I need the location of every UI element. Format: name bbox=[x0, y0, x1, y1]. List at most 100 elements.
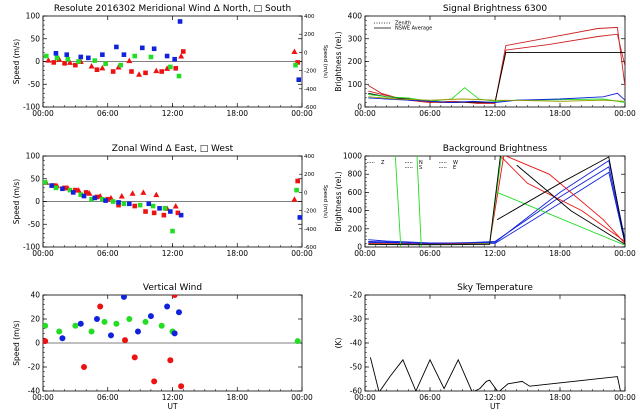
data-point bbox=[151, 46, 157, 52]
data-point bbox=[118, 62, 123, 68]
data-point bbox=[56, 328, 63, 335]
y2-axis-label: Speed (m/s) bbox=[322, 185, 328, 218]
data-point bbox=[139, 45, 145, 51]
data-point bbox=[132, 203, 138, 209]
x-axis-label: UT bbox=[490, 402, 500, 411]
data-point bbox=[126, 316, 133, 322]
x-tick-label: 00:00 bbox=[354, 249, 376, 258]
data-point bbox=[64, 52, 70, 57]
x-tick-label: 18:00 bbox=[226, 249, 248, 258]
data-layer bbox=[368, 26, 625, 105]
y2-tick-label: -600 bbox=[304, 245, 317, 251]
data-point bbox=[110, 199, 116, 204]
x-tick-label: 12:00 bbox=[484, 393, 506, 402]
data-point bbox=[146, 201, 152, 207]
legend-entry: Zenith bbox=[395, 21, 411, 27]
data-point bbox=[97, 303, 104, 310]
data-point bbox=[103, 61, 108, 67]
data-point bbox=[93, 316, 100, 322]
data-layer bbox=[43, 178, 302, 234]
y-tick-label: -50 bbox=[28, 220, 40, 229]
data-point bbox=[297, 215, 302, 220]
data-point bbox=[110, 69, 116, 74]
y2-axis-label: Speed (m/s) bbox=[322, 45, 328, 78]
y2-tick-label: 0 bbox=[304, 190, 308, 196]
y-axis-label: (K) bbox=[334, 338, 343, 349]
data-point bbox=[92, 195, 98, 201]
y-tick-label: 800 bbox=[348, 170, 363, 179]
series-line bbox=[368, 87, 625, 103]
data-point bbox=[171, 295, 178, 298]
legend-entry: N bbox=[419, 160, 423, 166]
y2-tick-label: 400 bbox=[304, 154, 315, 160]
x-tick-label: 00:00 bbox=[614, 249, 636, 258]
data-point bbox=[168, 209, 173, 214]
data-point bbox=[151, 210, 157, 216]
series-line bbox=[368, 33, 625, 103]
data-point bbox=[153, 67, 160, 74]
y2-tick-label: -400 bbox=[304, 87, 317, 93]
data-point bbox=[99, 64, 106, 71]
y-tick-label: -40 bbox=[28, 387, 40, 396]
data-point bbox=[77, 320, 84, 327]
x-tick-label: 12:00 bbox=[162, 393, 184, 402]
x-tick-label: 12:00 bbox=[484, 109, 506, 118]
data-point bbox=[72, 322, 79, 329]
data-point bbox=[291, 48, 298, 54]
data-point bbox=[129, 69, 134, 74]
y-tick-label: 200 bbox=[348, 57, 363, 66]
data-point bbox=[81, 364, 88, 370]
x-tick-label: 18:00 bbox=[549, 393, 571, 402]
legend: Z NS WE bbox=[367, 160, 458, 171]
data-point bbox=[107, 332, 114, 339]
data-point bbox=[167, 357, 174, 364]
y-tick-label: -20 bbox=[350, 291, 362, 300]
data-point bbox=[54, 55, 60, 61]
data-point bbox=[127, 201, 132, 207]
y-tick-label: -100 bbox=[23, 243, 40, 252]
data-point bbox=[157, 206, 162, 211]
data-point bbox=[175, 210, 181, 216]
data-point bbox=[164, 53, 170, 59]
x-tick-label: 06:00 bbox=[97, 249, 119, 258]
data-point bbox=[51, 60, 57, 65]
data-point bbox=[121, 201, 127, 207]
series-line bbox=[416, 156, 422, 247]
data-point bbox=[113, 320, 120, 327]
x-tick-label: 00:00 bbox=[354, 393, 376, 402]
panel-background: Background Brightness1000800600400200000… bbox=[334, 144, 636, 258]
y-tick-label: -50 bbox=[28, 80, 40, 89]
data-point bbox=[143, 209, 148, 214]
x-tick-label: 00:00 bbox=[32, 393, 54, 402]
data-layer bbox=[43, 295, 301, 390]
y-tick-label: 40 bbox=[30, 291, 40, 300]
data-point bbox=[164, 65, 171, 71]
data-point bbox=[126, 57, 133, 64]
series-line bbox=[369, 357, 621, 391]
y-tick-label: 0 bbox=[357, 243, 362, 252]
data-point bbox=[122, 337, 129, 344]
data-point bbox=[43, 322, 49, 329]
data-point bbox=[94, 67, 100, 72]
chart-title: Background Brightness bbox=[443, 144, 548, 154]
legend-entry: Z bbox=[381, 160, 385, 166]
data-point bbox=[53, 185, 59, 191]
x-tick-label: 12:00 bbox=[484, 249, 506, 258]
data-point bbox=[43, 180, 48, 185]
data-point bbox=[140, 189, 147, 195]
legend-entry: NSWE Average bbox=[395, 26, 432, 32]
y-tick-label: 1000 bbox=[343, 152, 362, 161]
chart-title: Vertical Wind bbox=[143, 283, 202, 293]
series-line bbox=[368, 156, 502, 246]
series-line bbox=[368, 26, 625, 105]
data-point bbox=[83, 190, 89, 195]
panel-signal: Signal Brightness 6300400300200100000:00… bbox=[334, 4, 636, 118]
y-tick-label: -40 bbox=[350, 339, 362, 348]
y-tick-label: 600 bbox=[348, 188, 363, 197]
series-line bbox=[368, 156, 505, 245]
data-point bbox=[43, 53, 49, 59]
data-layer bbox=[43, 19, 302, 82]
y-tick-label: 100 bbox=[348, 80, 363, 89]
